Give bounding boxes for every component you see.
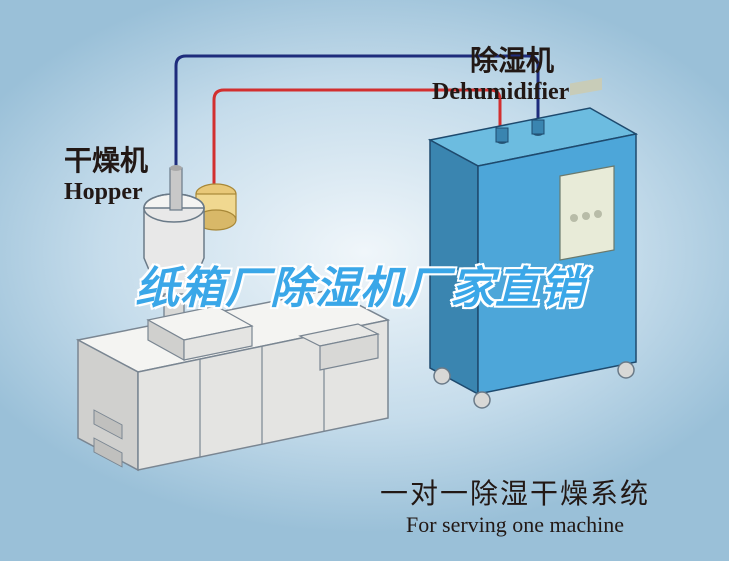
- watermark-text: 纸箱厂除湿机厂家直销: [135, 252, 585, 316]
- extruder-machine: [78, 290, 388, 470]
- hopper-label: 干燥机 Hopper: [64, 139, 148, 206]
- hopper-label-cn: 干燥机: [64, 139, 148, 179]
- dehumidifier-unit: [430, 78, 636, 408]
- dehumidifier-label: 除湿机 Dehumidifier: [432, 39, 569, 106]
- system-title-cn: 一对一除湿干燥系统: [380, 472, 650, 512]
- dehumidifier-label-en: Dehumidifier: [432, 79, 569, 106]
- system-title: 一对一除湿干燥系统 For serving one machine: [380, 472, 650, 538]
- dehumidifier-label-cn: 除湿机: [432, 39, 569, 79]
- system-title-en: For serving one machine: [380, 512, 650, 538]
- hopper-label-en: Hopper: [64, 179, 148, 206]
